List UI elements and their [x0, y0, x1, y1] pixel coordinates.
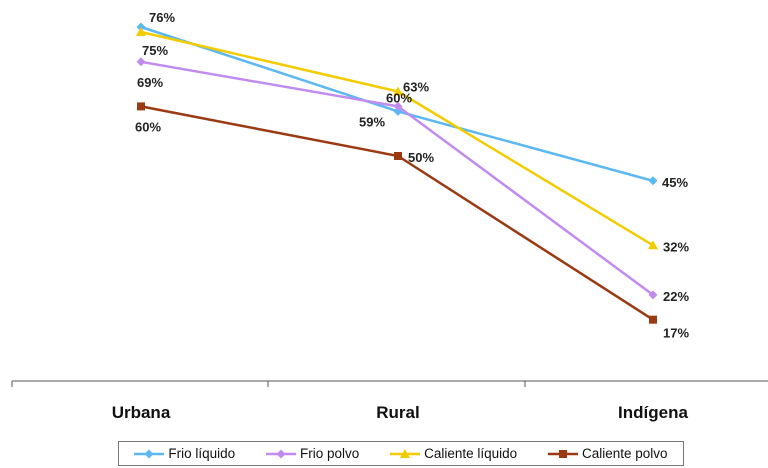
label-layer: 76% 59% 45% 69% 60% 22% 75% 63% 32% 60% 50% 17% — [135, 10, 689, 341]
data-point — [648, 290, 658, 300]
legend-swatch — [390, 448, 421, 458]
x-tick-label: Rural — [376, 403, 419, 422]
data-point — [394, 152, 402, 160]
legend: Frio líquido Frio polvo Caliente líquido Ca… — [118, 441, 684, 466]
data-label: 60% — [386, 90, 412, 105]
legend-label: Caliente líquido — [424, 446, 518, 461]
data-point — [393, 86, 403, 96]
data-label: 45% — [662, 175, 688, 190]
data-label: 59% — [359, 114, 385, 129]
data-label: 63% — [403, 80, 429, 95]
legend-item: Caliente líquido — [390, 446, 517, 461]
data-point — [648, 176, 658, 186]
data-label: 22% — [663, 289, 689, 304]
data-point — [136, 57, 146, 67]
legend-item: Frio líquido — [134, 446, 235, 461]
data-point — [136, 27, 146, 36]
data-point — [393, 101, 403, 111]
data-point — [648, 240, 658, 250]
legend-label: Frio polvo — [300, 446, 360, 461]
legend-item: Frio polvo — [266, 446, 359, 461]
series-layer — [136, 22, 658, 324]
series-line — [140, 30, 654, 247]
series-line — [140, 105, 654, 321]
legend-swatch — [548, 449, 578, 458]
data-label: 32% — [663, 239, 689, 254]
chart: Urbana Rural Indígena 76% 59% 45% 69% 60% 22% 75… — [11, 10, 768, 422]
data-label: 60% — [135, 119, 161, 134]
data-label: 50% — [408, 150, 434, 165]
data-label: 69% — [137, 75, 163, 90]
data-point — [137, 102, 145, 111]
legend-swatch — [134, 449, 165, 458]
x-tick-label: Indígena — [618, 403, 688, 422]
axis-layer: Urbana Rural Indígena — [11, 380, 768, 422]
data-label: 75% — [142, 43, 168, 58]
data-point — [649, 315, 657, 324]
legend-swatch — [266, 449, 297, 458]
legend-label: Frio líquido — [168, 446, 236, 461]
data-label: 17% — [663, 326, 689, 341]
legend-label: Caliente polvo — [582, 446, 668, 461]
legend-item: Caliente polvo — [548, 446, 668, 461]
x-tick-label: Urbana — [112, 403, 171, 422]
data-label: 76% — [149, 10, 175, 25]
